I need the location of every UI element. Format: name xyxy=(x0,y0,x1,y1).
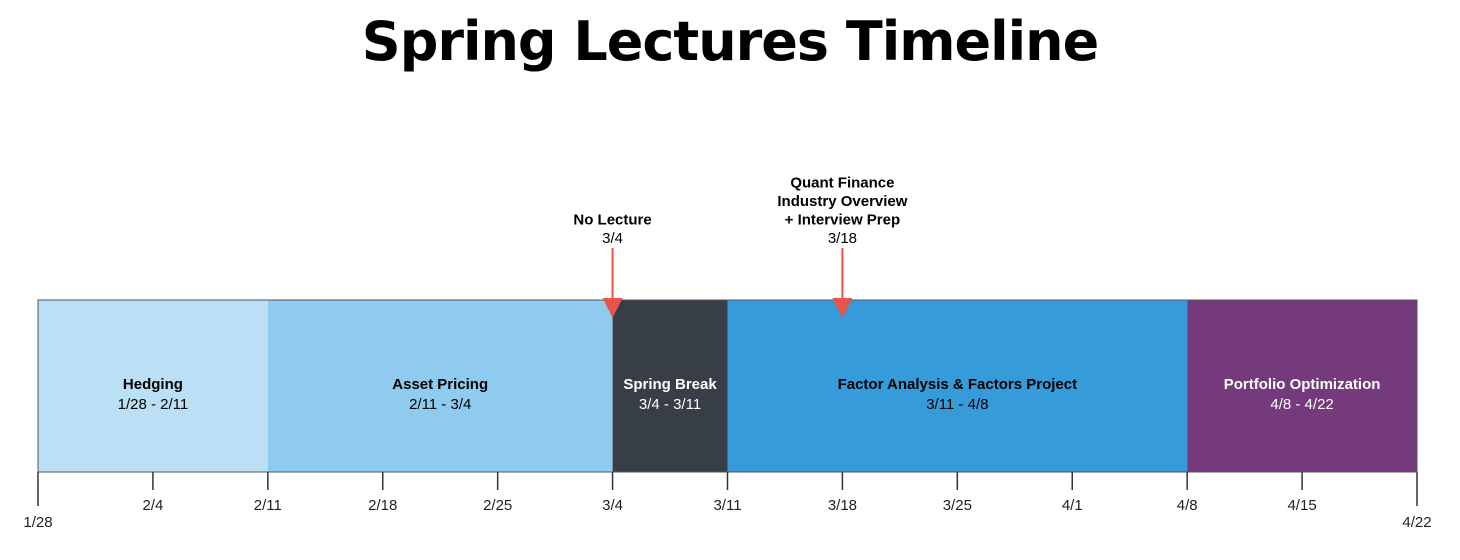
timeline-segment xyxy=(727,300,1188,472)
segment-title: Spring Break xyxy=(623,376,717,393)
marker-label: + Interview Prep xyxy=(785,212,900,229)
axis-tick-label: 3/18 xyxy=(828,497,857,514)
segment-dates: 3/11 - 4/8 xyxy=(926,396,988,413)
segment-title: Portfolio Optimization xyxy=(1224,376,1381,393)
timeline-segment xyxy=(1187,300,1417,472)
axis-tick-label: 2/18 xyxy=(368,497,397,514)
segment-title: Factor Analysis & Factors Project xyxy=(838,376,1078,393)
marker-label: Quant Finance xyxy=(790,175,894,192)
axis-tick-label: 3/25 xyxy=(943,497,972,514)
axis-tick-label: 3/4 xyxy=(602,497,623,514)
timeline-segment xyxy=(38,300,268,472)
axis-tick-label: 2/11 xyxy=(254,497,282,514)
axis-tick-label: 3/11 xyxy=(713,497,741,514)
timeline-segment xyxy=(612,300,728,472)
marker-arrow-icon xyxy=(602,298,623,318)
axis-tick-label: 4/1 xyxy=(1062,497,1083,514)
axis-tick-label: 4/8 xyxy=(1177,497,1198,514)
timeline-segment xyxy=(267,300,613,472)
marker-date: 3/4 xyxy=(602,230,623,247)
page-title: Spring Lectures Timeline xyxy=(361,10,1099,73)
segment-title: Hedging xyxy=(123,376,183,393)
axis-tick-label: 2/25 xyxy=(483,497,512,514)
segment-dates: 2/11 - 3/4 xyxy=(409,396,471,413)
axis-tick-label: 4/22 xyxy=(1402,514,1431,531)
segment-dates: 3/4 - 3/11 xyxy=(639,396,701,413)
marker-date: 3/18 xyxy=(828,230,857,247)
axis-tick-label: 4/15 xyxy=(1287,497,1316,514)
marker-label: No Lecture xyxy=(573,212,651,229)
marker-label: Industry Overview xyxy=(777,193,907,210)
segment-dates: 1/28 - 2/11 xyxy=(118,396,189,413)
axis-tick-label: 1/28 xyxy=(23,514,52,531)
segment-title: Asset Pricing xyxy=(392,376,488,393)
marker-arrow-icon xyxy=(832,298,853,318)
axis-tick-label: 2/4 xyxy=(142,497,163,514)
segment-dates: 4/8 - 4/22 xyxy=(1270,396,1333,413)
